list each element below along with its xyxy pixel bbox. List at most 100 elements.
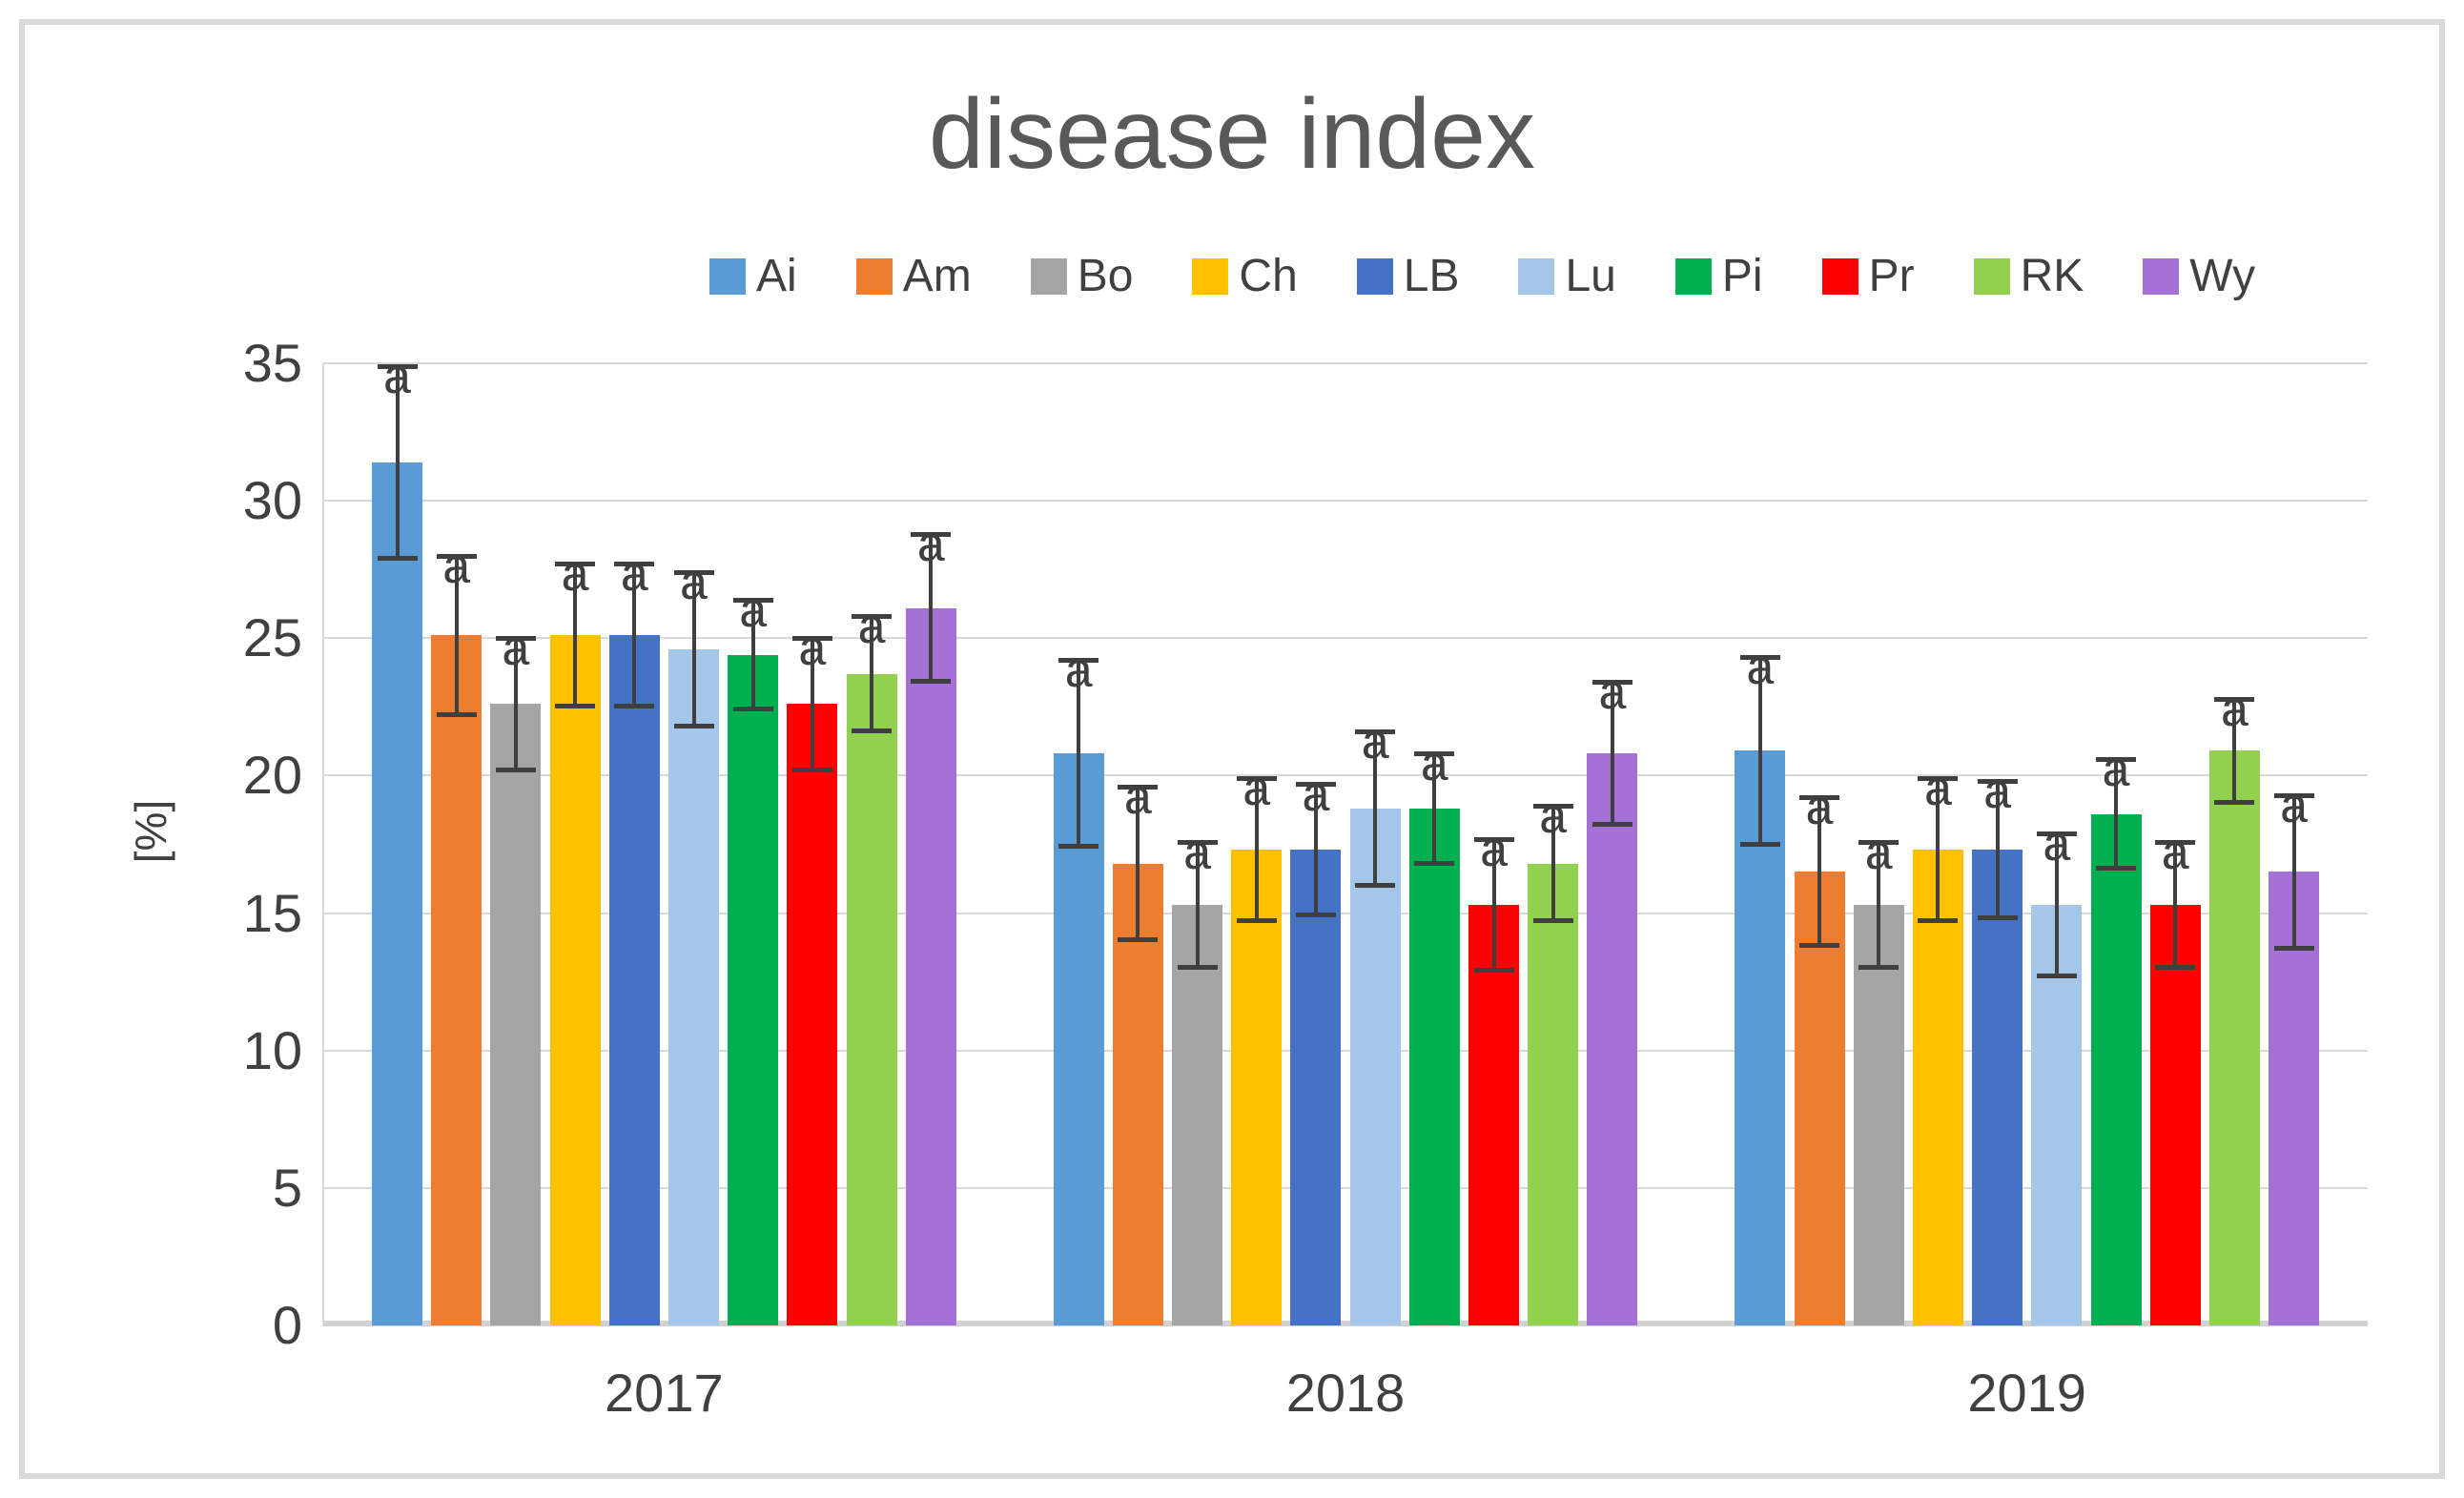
error-bar-Ai-2018 [1077, 660, 1081, 848]
significance-letter-Bo-2017: a [502, 621, 530, 677]
error-bar-Am-2017 [454, 555, 459, 715]
bar-Pr-2017 [787, 704, 838, 1325]
bar-Ch-2018 [1231, 850, 1283, 1325]
error-bar-cap-top-RK-2018 [1532, 804, 1573, 810]
error-bar-Wy-2019 [2291, 794, 2296, 950]
significance-letter-Am-2017: a [442, 538, 471, 594]
legend-item-Wy: Wy [2143, 250, 2255, 302]
bar-Wy-2018 [1587, 753, 1638, 1325]
y-tick-label-0: 0 [272, 1295, 302, 1355]
significance-letter-Pi-2019: a [2102, 742, 2130, 798]
error-bar-cap-top-Ai-2019 [1739, 655, 1780, 661]
error-bar-cap-top-Lu-2019 [2036, 831, 2077, 836]
legend-label-RK: RK [2020, 251, 2084, 301]
legend-item-Ai: Ai [709, 250, 797, 302]
gridline-35 [323, 362, 2368, 364]
error-bar-LB-2019 [1995, 781, 2000, 919]
bar-RK-2017 [846, 673, 897, 1325]
significance-letter-Pr-2018: a [1480, 821, 1508, 877]
significance-letter-Am-2019: a [1805, 780, 1834, 836]
gridline-20 [323, 774, 2368, 777]
significance-letter-Pi-2017: a [739, 582, 768, 638]
error-bar-cap-bottom-Lu-2018 [1355, 882, 1396, 888]
significance-letter-RK-2018: a [1539, 789, 1568, 845]
error-bar-cap-bottom-Ai-2018 [1058, 844, 1099, 850]
gridline-15 [323, 912, 2368, 914]
chart-title: disease index [929, 79, 1535, 190]
x-category-label-2018: 2018 [1285, 1363, 1406, 1423]
bar-Lu-2018 [1349, 809, 1401, 1325]
bar-RK-2018 [1528, 863, 1579, 1325]
significance-letter-Ch-2019: a [1923, 761, 1952, 817]
legend-item-RK: RK [1973, 250, 2084, 302]
x-category-label-2019: 2019 [1967, 1363, 2086, 1423]
error-bar-cap-top-Wy-2019 [2273, 792, 2314, 798]
error-bar-cap-top-Ai-2018 [1058, 658, 1099, 664]
significance-letter-Ch-2018: a [1242, 761, 1271, 817]
error-bar-cap-top-LB-2017 [614, 562, 655, 567]
significance-letter-Lu-2019: a [2043, 815, 2071, 872]
error-bar-cap-top-LB-2018 [1295, 782, 1336, 788]
error-bar-cap-bottom-Am-2018 [1118, 937, 1159, 943]
error-bar-cap-bottom-RK-2017 [852, 728, 893, 734]
legend-label-Am: Am [902, 251, 972, 301]
error-bar-cap-bottom-Ai-2017 [377, 555, 418, 561]
error-bar-Wy-2018 [1610, 682, 1614, 826]
legend-swatch-Pr [1821, 257, 1858, 295]
error-bar-cap-bottom-Ai-2019 [1739, 841, 1780, 847]
error-bar-Pr-2019 [2173, 841, 2178, 969]
error-bar-cap-top-LB-2019 [1977, 779, 2018, 785]
significance-letter-Wy-2019: a [2280, 777, 2309, 833]
error-bar-cap-top-Lu-2017 [673, 570, 714, 576]
legend-swatch-Wy [2143, 257, 2180, 295]
legend-item-Bo: Bo [1030, 250, 1133, 302]
x-category-label-2017: 2017 [605, 1363, 724, 1423]
error-bar-cap-bottom-RK-2019 [2214, 800, 2255, 806]
error-bar-Bo-2018 [1195, 841, 1200, 969]
error-bar-cap-bottom-LB-2019 [1977, 915, 2018, 921]
error-bar-cap-bottom-LB-2017 [614, 704, 655, 709]
y-tick-label-5: 5 [272, 1157, 302, 1218]
error-bar-cap-top-Lu-2018 [1355, 729, 1396, 735]
legend-item-Am: Am [855, 250, 972, 302]
error-bar-cap-bottom-Ch-2018 [1236, 918, 1277, 924]
error-bar-Wy-2017 [929, 533, 934, 683]
error-bar-Pr-2018 [1491, 838, 1496, 972]
error-bar-cap-bottom-Lu-2017 [673, 723, 714, 728]
legend-item-Pr: Pr [1821, 250, 1915, 302]
error-bar-cap-bottom-Ch-2019 [1918, 918, 1959, 924]
y-axis-title: [%] [126, 799, 175, 864]
legend-swatch-Ch [1192, 257, 1229, 295]
y-tick-label-20: 20 [242, 745, 302, 806]
error-bar-cap-top-Pi-2017 [732, 597, 773, 603]
legend: Ai Am Bo Ch LB Lu Pi Pr RK Wy [709, 250, 2255, 302]
error-bar-cap-top-Ai-2017 [377, 363, 418, 369]
error-bar-cap-top-Am-2018 [1118, 784, 1159, 790]
error-bar-Pi-2019 [2114, 759, 2119, 870]
error-bar-cap-bottom-Bo-2017 [495, 767, 536, 772]
error-bar-cap-top-Wy-2018 [1591, 680, 1632, 686]
significance-letter-Ai-2017: a [383, 348, 411, 404]
error-bar-cap-top-Ch-2018 [1236, 776, 1277, 782]
bar-Bo-2019 [1853, 904, 1904, 1325]
error-bar-RK-2018 [1550, 806, 1555, 922]
legend-item-Lu: Lu [1518, 250, 1616, 302]
significance-letter-RK-2017: a [857, 599, 886, 655]
legend-label-Ai: Ai [756, 251, 797, 301]
y-tick-label-25: 25 [242, 607, 302, 668]
error-bar-cap-bottom-RK-2018 [1532, 918, 1573, 924]
legend-item-Pi: Pi [1674, 250, 1763, 302]
error-bar-cap-bottom-Am-2019 [1799, 943, 1840, 949]
significance-letter-Pr-2017: a [798, 621, 827, 677]
error-bar-cap-bottom-Wy-2019 [2273, 946, 2314, 952]
error-bar-RK-2017 [870, 616, 874, 732]
error-bar-cap-bottom-LB-2018 [1295, 913, 1336, 918]
error-bar-cap-top-Pi-2019 [2096, 757, 2137, 763]
significance-letter-Wy-2017: a [916, 516, 945, 572]
significance-letter-Lu-2018: a [1361, 714, 1389, 770]
significance-letter-Bo-2018: a [1183, 824, 1211, 880]
significance-letter-LB-2017: a [620, 546, 648, 603]
